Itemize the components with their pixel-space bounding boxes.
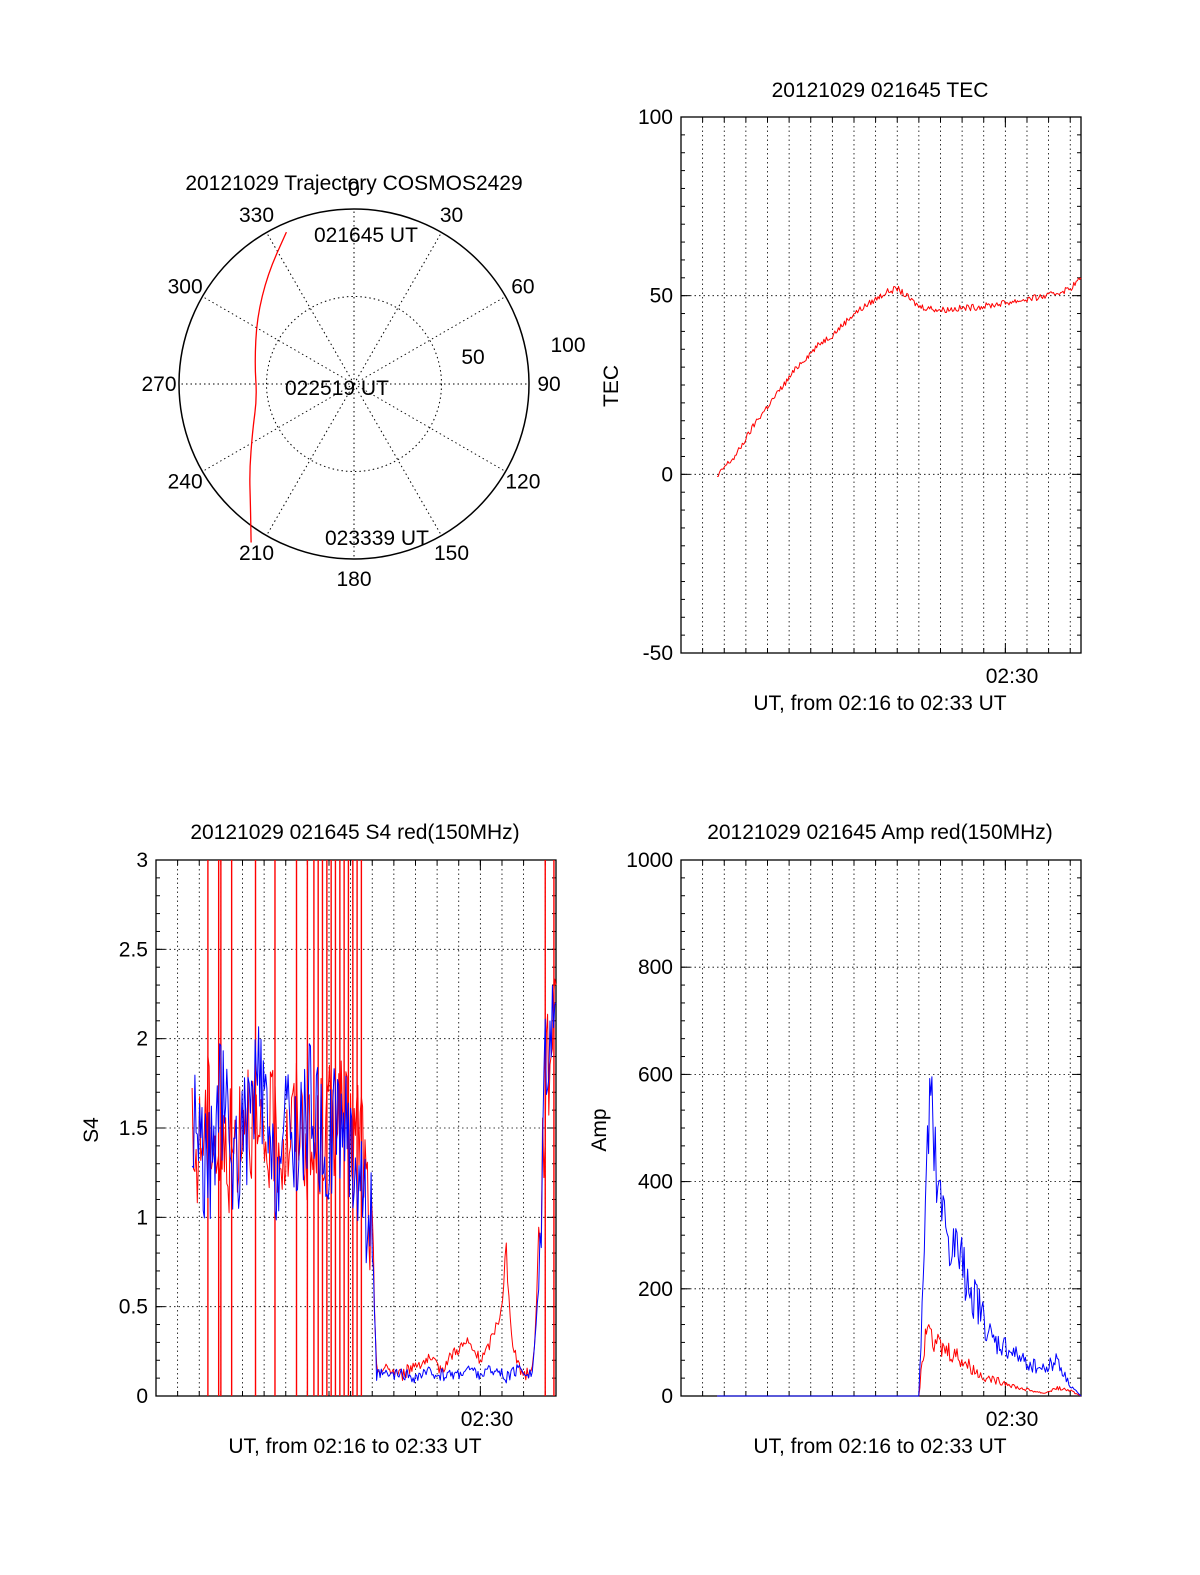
polar-grid [178,208,530,560]
annotation-start-time: 021645 UT [314,224,418,247]
y-tick-label: 1000 [626,849,673,872]
plot-frame [155,859,557,1397]
s4-y-ticks: 3 2.5 2 1.5 1 0.5 0 [119,849,148,1408]
series-line [191,985,557,1384]
ring-label-50: 50 [461,346,484,369]
polar-angle-labels: 0 30 60 90 120 150 180 210 240 270 300 330 [141,178,560,591]
amp-title: 20121029 021645 Amp red(150MHz) [707,821,1053,844]
series-line [717,277,1082,477]
y-tick-label: -50 [643,642,673,665]
polar-angle-label: 30 [440,204,463,227]
s4-x-tick-label: 02:30 [461,1408,514,1431]
amp-y-axis-label: Amp [588,1108,611,1151]
tec-panel: 20121029 021645 TEC 100 50 0 -50 02:30 UT, … [600,79,1082,715]
tec-title: 20121029 021645 TEC [772,79,989,102]
s4-series [191,860,557,1396]
s4-x-axis-label: UT, from 02:16 to 02:33 UT [228,1435,481,1458]
polar-angle-label: 60 [511,276,534,299]
polar-angle-label: 90 [537,373,560,396]
polar-outer-ring [178,208,530,560]
y-tick-label: 50 [650,285,673,308]
y-tick-label: 3 [136,849,148,872]
amp-x-tick-label: 02:30 [986,1408,1039,1431]
y-tick-label: 200 [638,1278,673,1301]
y-tick-label: 100 [638,106,673,129]
polar-angle-label: 240 [168,471,203,494]
tec-series [717,277,1082,477]
tec-y-ticks: 100 50 0 -50 [638,106,673,665]
amp-y-ticks: 1000 800 600 400 200 0 [626,849,673,1408]
plot-frame [680,116,1082,654]
polar-angle-label: 330 [239,204,274,227]
y-tick-label: 0 [661,463,673,486]
amp-panel: 20121029 021645 Amp red(150MHz) 1000 800 6… [588,821,1082,1458]
polar-trajectory-panel: 20121029 Trajectory COSMOS2429 0 30 60 90 12… [141,172,585,591]
amp-series [717,1076,1082,1397]
y-tick-label: 800 [638,956,673,979]
series-line [191,978,557,1381]
polar-angle-label: 150 [434,542,469,565]
polar-angle-label: 270 [141,373,176,396]
amp-x-axis-label: UT, from 02:16 to 02:33 UT [753,1435,1006,1458]
tec-x-tick-label: 02:30 [986,665,1039,688]
s4-panel: 20121029 021645 S4 red(150MHz) 3 2.5 2 1.5 1… [80,821,557,1458]
s4-title: 20121029 021645 S4 red(150MHz) [190,821,519,844]
ring-label-100: 100 [550,334,585,357]
s4-grid [155,859,557,1397]
tec-grid [680,116,1082,654]
tec-x-axis-label: UT, from 02:16 to 02:33 UT [753,692,1006,715]
y-tick-label: 1.5 [119,1117,148,1140]
polar-angle-label: 210 [239,542,274,565]
y-tick-label: 0 [661,1385,673,1408]
y-tick-label: 1 [136,1206,148,1229]
tec-y-axis-label: TEC [600,365,623,407]
polar-angle-label: 0 [348,178,360,201]
trajectory-line [249,231,287,543]
annotation-end-time: 023339 UT [325,527,429,550]
polar-ring-50 [266,296,442,472]
series-line [717,1076,1082,1397]
polar-angle-label: 180 [336,568,371,591]
polar-angle-label: 120 [505,471,540,494]
y-tick-label: 0.5 [119,1296,148,1319]
y-tick-label: 2 [136,1028,148,1051]
y-tick-label: 400 [638,1171,673,1194]
annotation-mid-time: 022519 UT [285,377,389,400]
y-tick-label: 0 [136,1385,148,1408]
polar-title: 20121029 Trajectory COSMOS2429 [185,172,522,195]
s4-y-axis-label: S4 [80,1117,103,1143]
y-tick-label: 2.5 [119,938,148,961]
polar-angle-label: 300 [168,276,203,299]
y-tick-label: 600 [638,1063,673,1086]
